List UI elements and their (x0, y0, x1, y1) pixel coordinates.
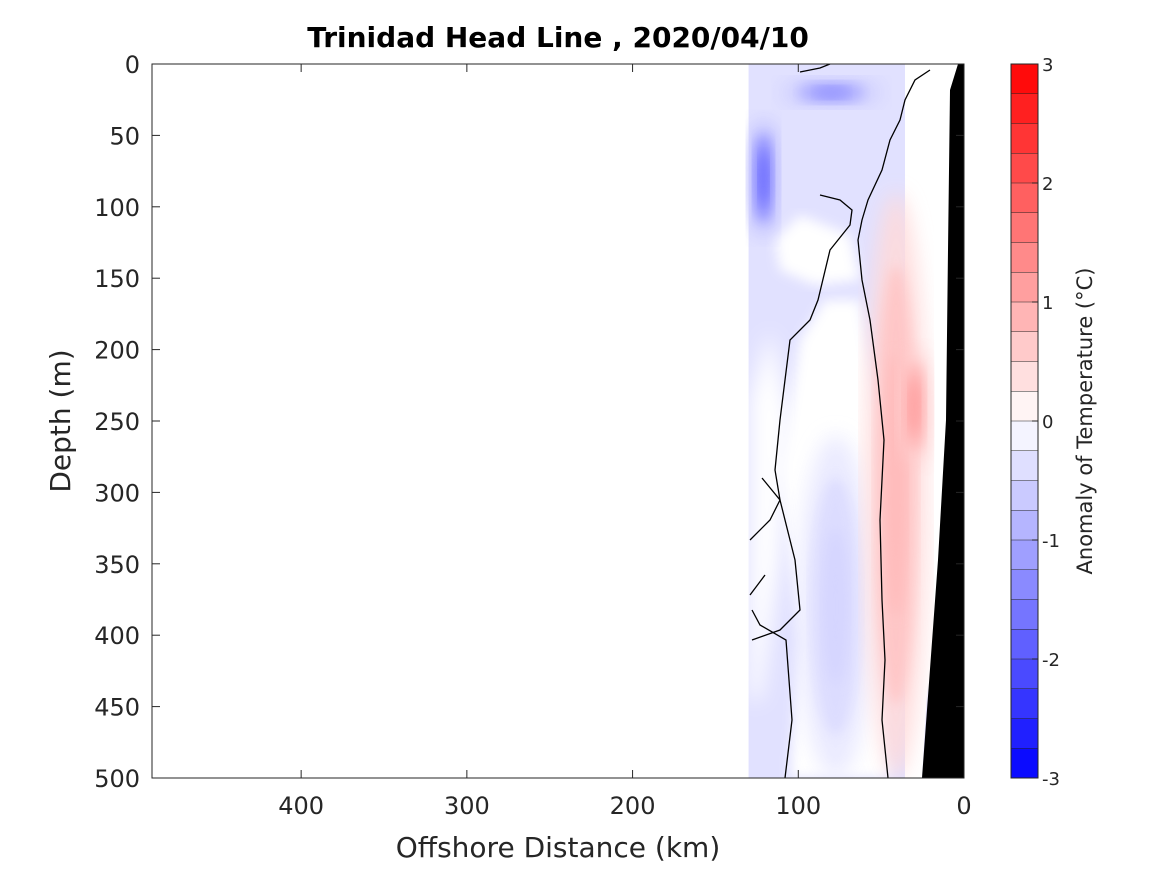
colorbar-level (1011, 569, 1038, 600)
y-tick-label: 150 (94, 265, 140, 293)
colorbar: 3 2 1 0 -1 -2 -3 (1010, 55, 1060, 790)
zero-contours (749, 64, 931, 778)
colorbar-tick-label: -2 (1042, 650, 1060, 671)
anomaly-region (897, 349, 931, 464)
anomaly-region (798, 435, 873, 778)
y-tick-label: 0 (125, 51, 140, 79)
zero-contour-line (799, 64, 831, 73)
colorbar-level (1011, 302, 1038, 333)
y-tick-label: 250 (94, 408, 140, 436)
zero-contour-line (751, 194, 853, 641)
bathymetry-shelf (922, 64, 964, 778)
colorbar-level (1011, 748, 1038, 779)
colorbar-level (1011, 629, 1038, 660)
y-tick-label: 300 (94, 479, 140, 507)
colorbar-tick-label: -3 (1042, 769, 1060, 790)
y-tick-label: 50 (109, 122, 140, 150)
colorbar-level (1011, 183, 1038, 214)
zero-patch (775, 215, 860, 285)
y-tick-label: 350 (94, 551, 140, 579)
colorbar-level (1011, 64, 1038, 95)
colorbar-level (1011, 599, 1038, 630)
x-tick-label: 300 (444, 792, 490, 820)
colorbar-level (1011, 153, 1038, 184)
zero-contour-line (857, 69, 931, 778)
x-axis-ticks: 400 300 200 100 0 (278, 64, 972, 820)
y-tick-label: 400 (94, 622, 140, 650)
colorbar-level (1011, 123, 1038, 154)
x-axis-label: Offshore Distance (km) (396, 831, 721, 864)
y-tick-label: 200 (94, 337, 140, 365)
colorbar-level (1011, 212, 1038, 243)
colorbar-level (1011, 361, 1038, 392)
y-axis-label: Depth (m) (44, 349, 77, 492)
colorbar-level (1011, 450, 1038, 481)
colorbar-level (1011, 272, 1038, 303)
colorbar-level (1011, 421, 1038, 452)
colorbar-level (1011, 659, 1038, 690)
colorbar-level (1011, 331, 1038, 362)
bathymetry (922, 64, 964, 778)
colorbar-tick-label: 0 (1042, 412, 1053, 433)
y-tick-label: 100 (94, 194, 140, 222)
colorbar-tick-label: -1 (1042, 531, 1060, 552)
anomaly-region (781, 78, 882, 107)
colorbar-tick-label: 1 (1042, 293, 1053, 314)
colorbar-level (1011, 242, 1038, 273)
anomaly-region (864, 192, 928, 778)
x-tick-label: 400 (278, 792, 324, 820)
zero-contour-line (749, 477, 781, 541)
colorbar-level (1011, 510, 1038, 541)
y-axis-ticks: 0 50 100 150 200 250 300 350 400 450 500 (94, 51, 964, 793)
x-tick-label: 0 (956, 792, 971, 820)
x-tick-label: 200 (610, 792, 656, 820)
colorbar-level (1011, 688, 1038, 719)
colorbar-level (1011, 480, 1038, 511)
colorbar-level (1011, 540, 1038, 571)
chart-title: Trinidad Head Line , 2020/04/10 (307, 21, 809, 54)
colorbar-label: Anomaly of Temperature (°C) (1073, 268, 1097, 575)
zero-contour-line (749, 574, 766, 596)
colorbar-level (1011, 718, 1038, 749)
anomaly-region (748, 121, 779, 236)
x-tick-label: 100 (775, 792, 821, 820)
y-tick-label: 450 (94, 694, 140, 722)
colorbar-level (1011, 93, 1038, 124)
zero-contour-line (751, 609, 793, 778)
colorbar-tick-label: 3 (1042, 55, 1053, 76)
colorbar-tick-label: 2 (1042, 174, 1053, 195)
y-tick-label: 500 (94, 765, 140, 793)
colorbar-level (1011, 391, 1038, 422)
